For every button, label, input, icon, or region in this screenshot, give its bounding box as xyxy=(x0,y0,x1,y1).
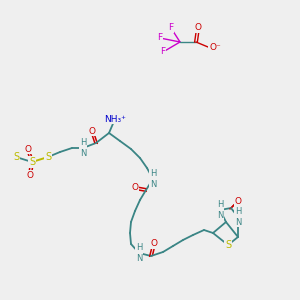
Text: O: O xyxy=(131,184,139,193)
Text: O: O xyxy=(151,239,158,248)
Text: S: S xyxy=(225,240,231,250)
Text: O: O xyxy=(26,170,34,179)
Text: F: F xyxy=(158,34,163,43)
Text: H
N: H N xyxy=(235,207,241,227)
Text: O: O xyxy=(25,145,32,154)
Text: F: F xyxy=(168,23,174,32)
Text: S: S xyxy=(13,152,19,162)
Text: F: F xyxy=(160,47,166,56)
Text: O⁻: O⁻ xyxy=(209,43,221,52)
Text: H
N: H N xyxy=(217,200,223,220)
Text: S: S xyxy=(45,152,51,162)
Text: H
N: H N xyxy=(80,138,86,158)
Text: H
N: H N xyxy=(150,169,156,189)
Text: S: S xyxy=(29,157,35,167)
Text: H
N: H N xyxy=(136,243,142,263)
Text: O: O xyxy=(235,196,242,206)
Text: NH₃⁺: NH₃⁺ xyxy=(104,115,126,124)
Text: O: O xyxy=(194,23,202,32)
Text: O: O xyxy=(88,127,95,136)
